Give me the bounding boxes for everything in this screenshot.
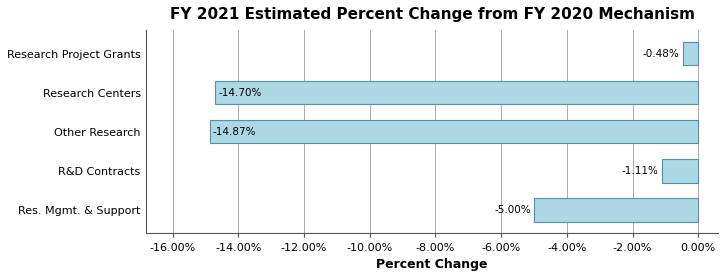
Text: -14.87%: -14.87%: [213, 127, 257, 137]
Text: -0.48%: -0.48%: [642, 49, 679, 59]
Text: -1.11%: -1.11%: [622, 166, 658, 176]
X-axis label: Percent Change: Percent Change: [376, 258, 488, 271]
Bar: [210, 120, 698, 143]
Bar: [682, 42, 698, 65]
Title: FY 2021 Estimated Percent Change from FY 2020 Mechanism: FY 2021 Estimated Percent Change from FY…: [170, 7, 695, 22]
Bar: [662, 159, 698, 183]
Bar: [215, 81, 698, 104]
Text: -5.00%: -5.00%: [494, 205, 531, 215]
Bar: [534, 198, 698, 222]
Text: -14.70%: -14.70%: [218, 88, 262, 98]
